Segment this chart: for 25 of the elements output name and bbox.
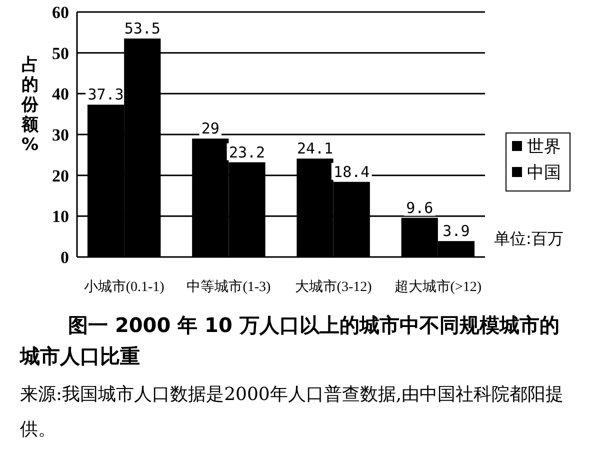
data-label: 24.1 [296,140,334,158]
data-label: 29 [201,120,220,138]
data-label: 18.4 [334,162,370,181]
legend-label: 世界 [527,137,561,157]
y-tick-label: 10 [52,207,69,226]
data-label: 37.3 [88,86,124,104]
x-tick-label: 超大城市(>12) [394,279,482,295]
source-note: 来源:我国城市人口数据是2000年人口普查数据,由中国社科院都阳提供。 [20,384,564,440]
data-label: 3.9 [442,222,470,240]
data-label: 9.6 [406,198,434,217]
y-tick-label: 0 [60,248,69,267]
x-tick-label: 大城市(3-12) [294,279,372,295]
y-tick-label: 50 [52,44,69,63]
x-tick-label: 中等城市(1-3) [186,279,272,295]
y-axis-title: 占的份额% [20,55,40,155]
x-tick-label: 小城市(0.1-1) [84,279,165,295]
text: 图一 2000 年 10 万人口以上的城市中不同规模城市的城市人口比重 [19,313,560,368]
y-tick-label: 40 [52,84,69,104]
legend-label: 中国 [527,163,561,183]
y-tick-label: 20 [52,166,69,186]
text: 单位:百万 [494,229,564,248]
y-tick-label: 30 [52,126,69,144]
data-label: 53.5 [124,20,160,38]
data-label: 23.2 [228,143,266,162]
y-tick-label: 60 [52,3,69,22]
